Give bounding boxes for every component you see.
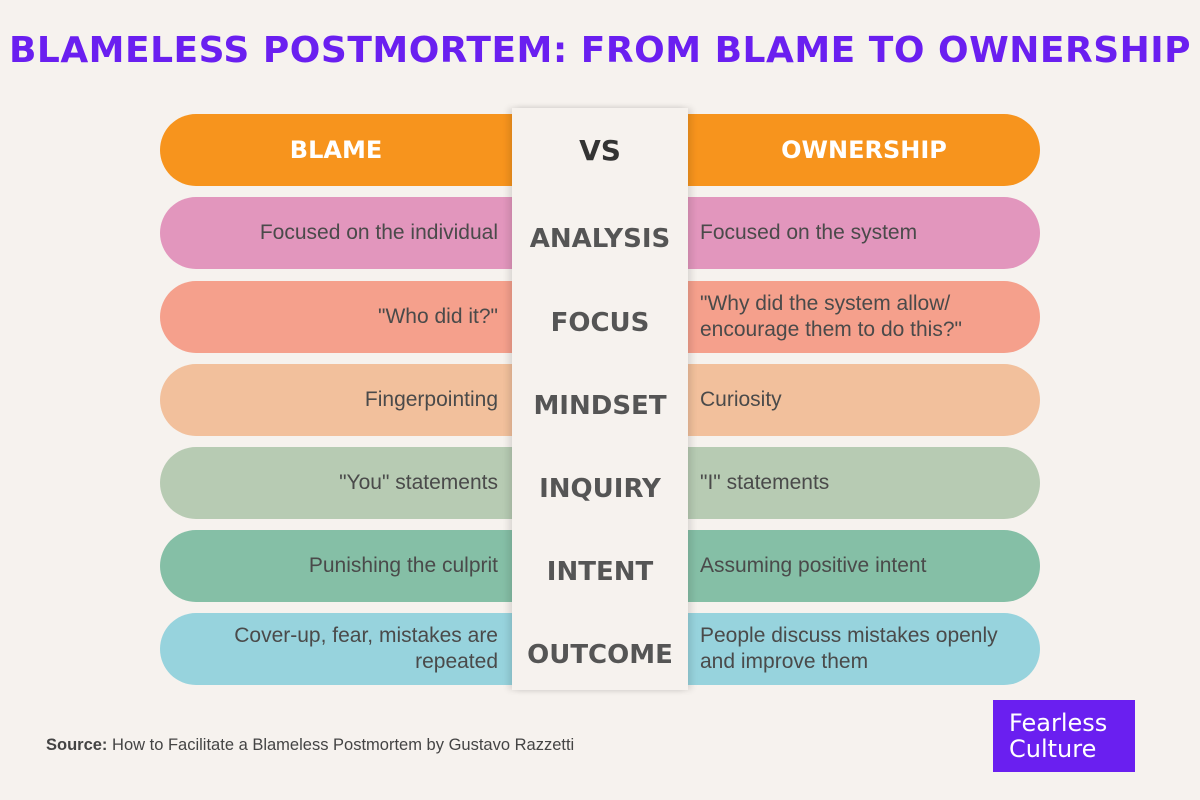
header-row: BLAME VS OWNERSHIP — [160, 114, 1040, 186]
blame-cell: Punishing the culprit — [160, 530, 512, 602]
blame-cell: Focused on the individual — [160, 197, 512, 269]
blame-cell: "Who did it?" — [160, 281, 512, 353]
comparison-row-outcome: Cover-up, fear, mistakes are repeated OU… — [160, 613, 1040, 685]
ownership-header: OWNERSHIP — [688, 114, 1040, 186]
blame-cell: Cover-up, fear, mistakes are repeated — [160, 613, 512, 685]
category-label: FOCUS — [550, 308, 650, 338]
source-text: How to Facilitate a Blameless Postmortem… — [112, 736, 575, 754]
vs-label: VS — [579, 133, 621, 167]
category-label: INQUIRY — [539, 474, 661, 504]
blame-header: BLAME — [160, 114, 512, 186]
ownership-cell: "Why did the system allow/ encourage the… — [688, 281, 1040, 353]
logo-line-1: Fearless — [1009, 709, 1108, 737]
category-label: ANALYSIS — [529, 224, 671, 254]
comparison-row-inquiry: "You" statements INQUIRY "I" statements — [160, 447, 1040, 519]
ownership-cell: Curiosity — [688, 364, 1040, 436]
ownership-cell: Focused on the system — [688, 197, 1040, 269]
comparison-row-analysis: Focused on the individual ANALYSIS Focus… — [160, 197, 1040, 269]
category-label: MINDSET — [533, 391, 667, 421]
fearless-culture-logo: Fearless Culture — [993, 700, 1135, 772]
ownership-cell: "I" statements — [688, 447, 1040, 519]
category-label: OUTCOME — [527, 640, 673, 670]
ownership-cell: Assuming positive intent — [688, 530, 1040, 602]
category-label: INTENT — [546, 557, 654, 587]
logo-line-2: Culture — [1009, 735, 1097, 763]
page-title: BLAMELESS POSTMORTEM: FROM BLAME TO OWNE… — [8, 30, 1192, 71]
blame-cell: Fingerpointing — [160, 364, 512, 436]
center-divider-column — [512, 108, 688, 690]
comparison-row-intent: Punishing the culprit INTENT Assuming po… — [160, 530, 1040, 602]
comparison-row-focus: "Who did it?" FOCUS "Why did the system … — [160, 281, 1040, 353]
ownership-cell: People discuss mistakes openly and impro… — [688, 613, 1040, 685]
blame-cell: "You" statements — [160, 447, 512, 519]
source-label: Source: — [46, 736, 108, 754]
source-credit: Source: How to Facilitate a Blameless Po… — [46, 736, 574, 755]
comparison-row-mindset: Fingerpointing MINDSET Curiosity — [160, 364, 1040, 436]
